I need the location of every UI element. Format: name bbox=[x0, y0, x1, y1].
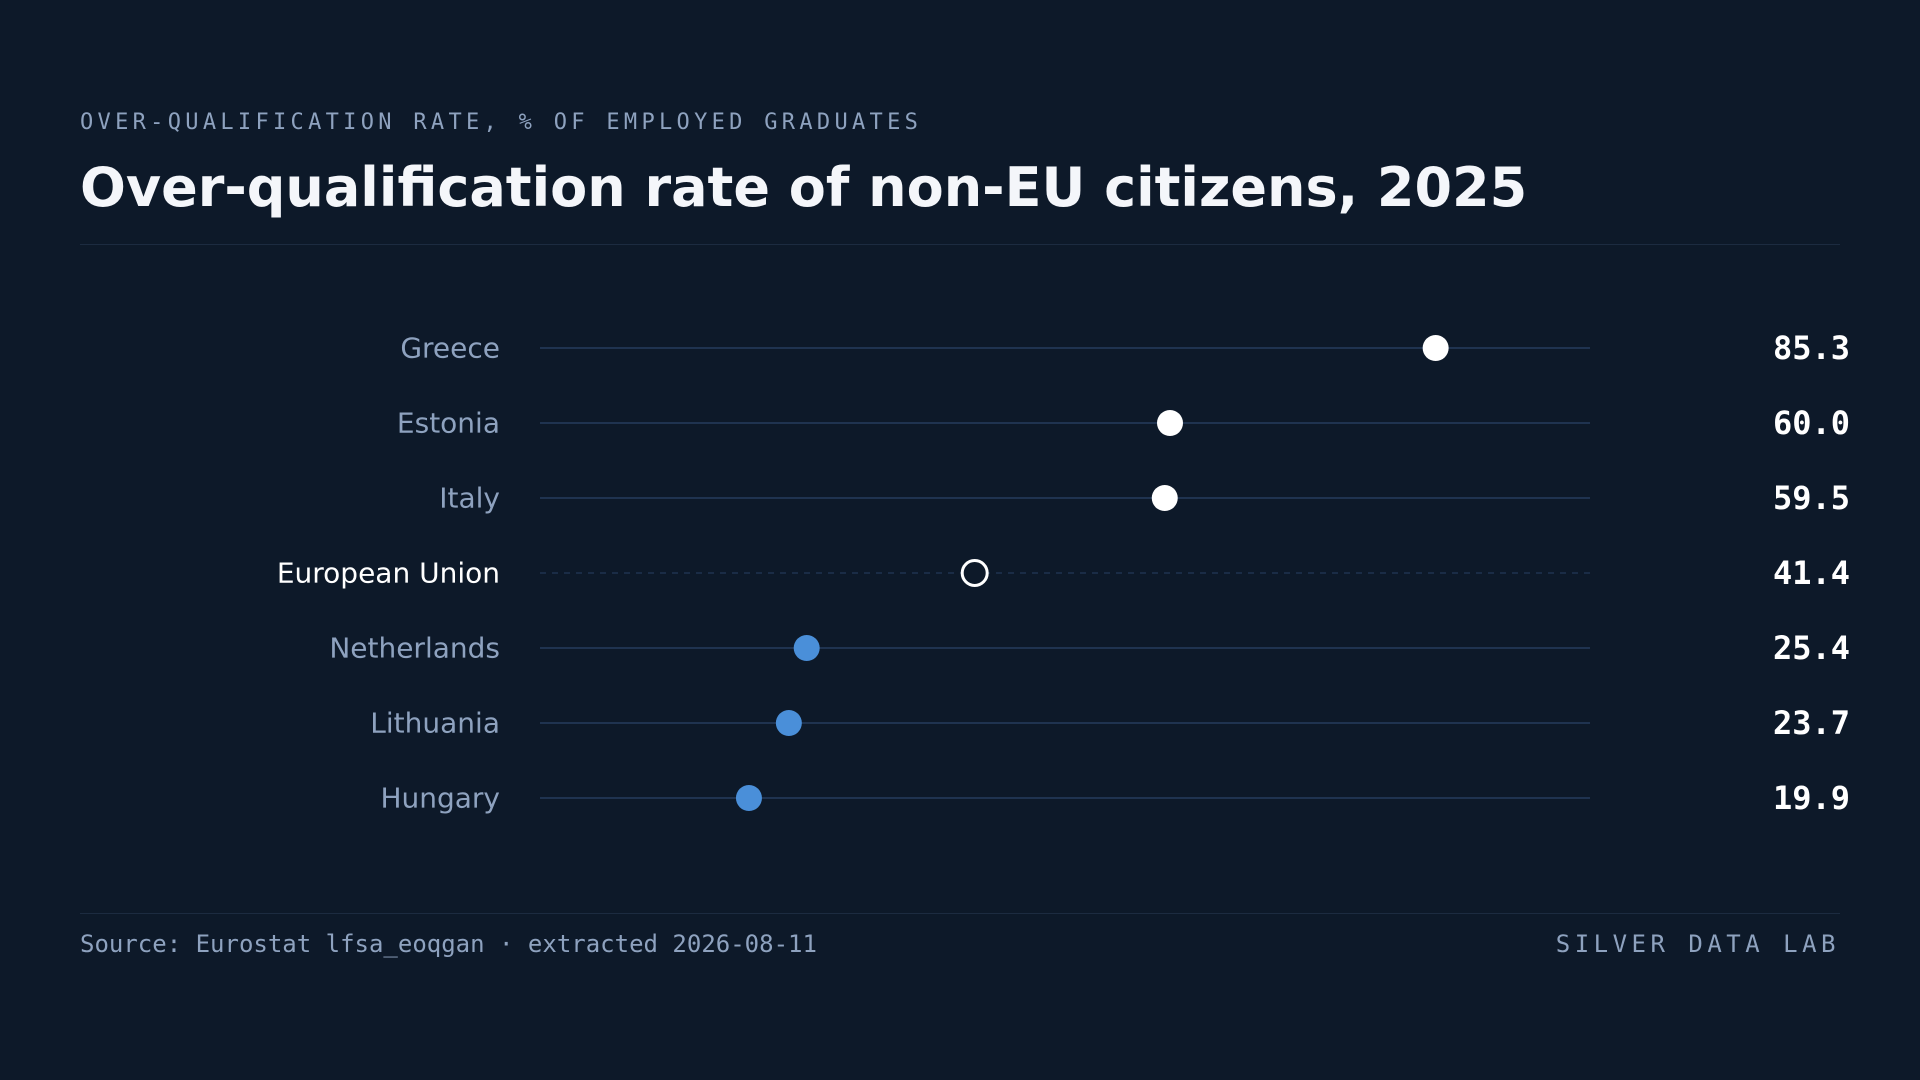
value-label-estonia: 60.0 bbox=[1773, 404, 1850, 442]
chart-kicker: OVER-QUALIFICATION RATE, % OF EMPLOYED G… bbox=[80, 110, 923, 135]
source-note: Source: Eurostat lfsa_eoqgan · extracted… bbox=[80, 930, 817, 958]
header-divider bbox=[80, 244, 1840, 245]
value-label-netherlands: 25.4 bbox=[1773, 629, 1850, 667]
value-label-lithuania: 23.7 bbox=[1773, 704, 1850, 742]
data-point-greece bbox=[1422, 335, 1449, 361]
data-point-hungary bbox=[735, 785, 762, 811]
data-point-lithuania bbox=[775, 710, 802, 736]
category-label-hungary: Hungary bbox=[380, 782, 500, 815]
value-label-greece: 85.3 bbox=[1773, 329, 1850, 367]
category-label-greece: Greece bbox=[400, 332, 500, 365]
footer-divider bbox=[80, 913, 1840, 914]
category-label-netherlands: Netherlands bbox=[329, 632, 500, 665]
brand-label: SILVER DATA LAB bbox=[1555, 930, 1840, 958]
category-label-european-union: European Union bbox=[277, 557, 500, 590]
category-label-lithuania: Lithuania bbox=[370, 707, 500, 740]
data-point-netherlands bbox=[793, 635, 820, 661]
data-point-italy bbox=[1151, 485, 1178, 511]
data-point-estonia bbox=[1157, 410, 1183, 436]
category-label-estonia: Estonia bbox=[397, 407, 500, 440]
data-point-european-union bbox=[960, 559, 989, 587]
chart-title: Over-qualification rate of non-EU citize… bbox=[80, 156, 1528, 219]
category-label-italy: Italy bbox=[439, 482, 500, 515]
value-label-european-union: 41.4 bbox=[1773, 554, 1850, 592]
value-label-hungary: 19.9 bbox=[1773, 779, 1850, 817]
value-label-italy: 59.5 bbox=[1773, 479, 1850, 517]
